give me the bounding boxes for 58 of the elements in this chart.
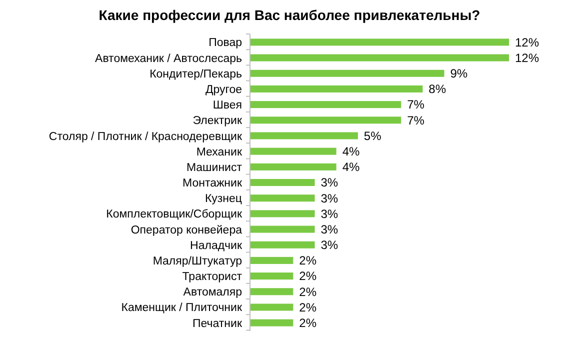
bar xyxy=(250,163,336,170)
y-tick-label: Монтажник xyxy=(182,178,243,190)
data-label: 12% xyxy=(515,35,540,50)
y-tick-label: Маляр/Штукатур xyxy=(152,255,242,268)
data-label: 2% xyxy=(299,316,317,330)
y-tick-label: Печатник xyxy=(192,318,243,330)
y-tick-label: Автомеханик / Автослесарь xyxy=(95,52,242,65)
bar xyxy=(250,210,315,218)
data-label: 3% xyxy=(320,222,338,236)
y-tick-label: Механик xyxy=(196,146,243,158)
y-tick-label: Другое xyxy=(205,84,242,96)
y-tick-label: Оператор конвейера xyxy=(130,224,243,236)
bar xyxy=(250,85,423,92)
y-tick-label: Швея xyxy=(212,100,242,112)
data-label: 3% xyxy=(320,176,338,190)
bar xyxy=(250,319,294,326)
chart-title: Какие профессии для Вас наиболее привлекательны? xyxy=(98,7,480,23)
data-label: 9% xyxy=(450,66,468,81)
bar xyxy=(250,304,294,311)
y-tick-label: Кондитер/Пекарь xyxy=(150,68,242,80)
data-label: 3% xyxy=(320,206,338,221)
data-label: 4% xyxy=(342,160,360,174)
data-label: 3% xyxy=(320,238,338,252)
bar xyxy=(250,272,294,280)
y-tick-label: Машинист xyxy=(186,162,243,174)
data-label: 2% xyxy=(299,269,317,284)
bar xyxy=(250,132,358,140)
bar xyxy=(250,116,402,124)
data-label: 2% xyxy=(299,300,317,314)
bar xyxy=(250,178,315,186)
y-tick-label: Кузнец xyxy=(204,193,242,206)
bar xyxy=(250,70,444,77)
bar xyxy=(250,256,294,264)
y-tick-label: Повар xyxy=(208,37,242,50)
bar xyxy=(250,288,294,296)
data-label: 2% xyxy=(299,284,317,299)
data-label: 7% xyxy=(407,113,425,128)
data-label: 5% xyxy=(364,128,382,143)
data-label: 8% xyxy=(428,82,446,96)
data-label: 3% xyxy=(320,191,338,206)
y-tick-label: Комплектовщик/Сборщик xyxy=(106,208,243,221)
data-label: 2% xyxy=(299,254,317,268)
bar xyxy=(250,241,315,248)
bar xyxy=(250,148,336,155)
data-label: 4% xyxy=(342,144,360,159)
bar xyxy=(250,38,509,46)
data-label: 12% xyxy=(515,50,540,65)
y-tick-label: Электрик xyxy=(192,115,243,128)
y-tick-label: Каменщик / Плиточник xyxy=(121,302,243,314)
data-label: 7% xyxy=(407,98,425,112)
bar xyxy=(250,226,315,233)
y-tick-label: Наладчик xyxy=(190,240,243,252)
bar xyxy=(250,54,509,62)
y-tick-label: Столяр / Плотник / Краснодеревщик xyxy=(48,130,243,143)
bar xyxy=(250,194,315,202)
y-tick-label: Автомаляр xyxy=(183,286,242,299)
y-tick-label: Тракторист xyxy=(182,271,243,284)
bar xyxy=(250,101,402,108)
